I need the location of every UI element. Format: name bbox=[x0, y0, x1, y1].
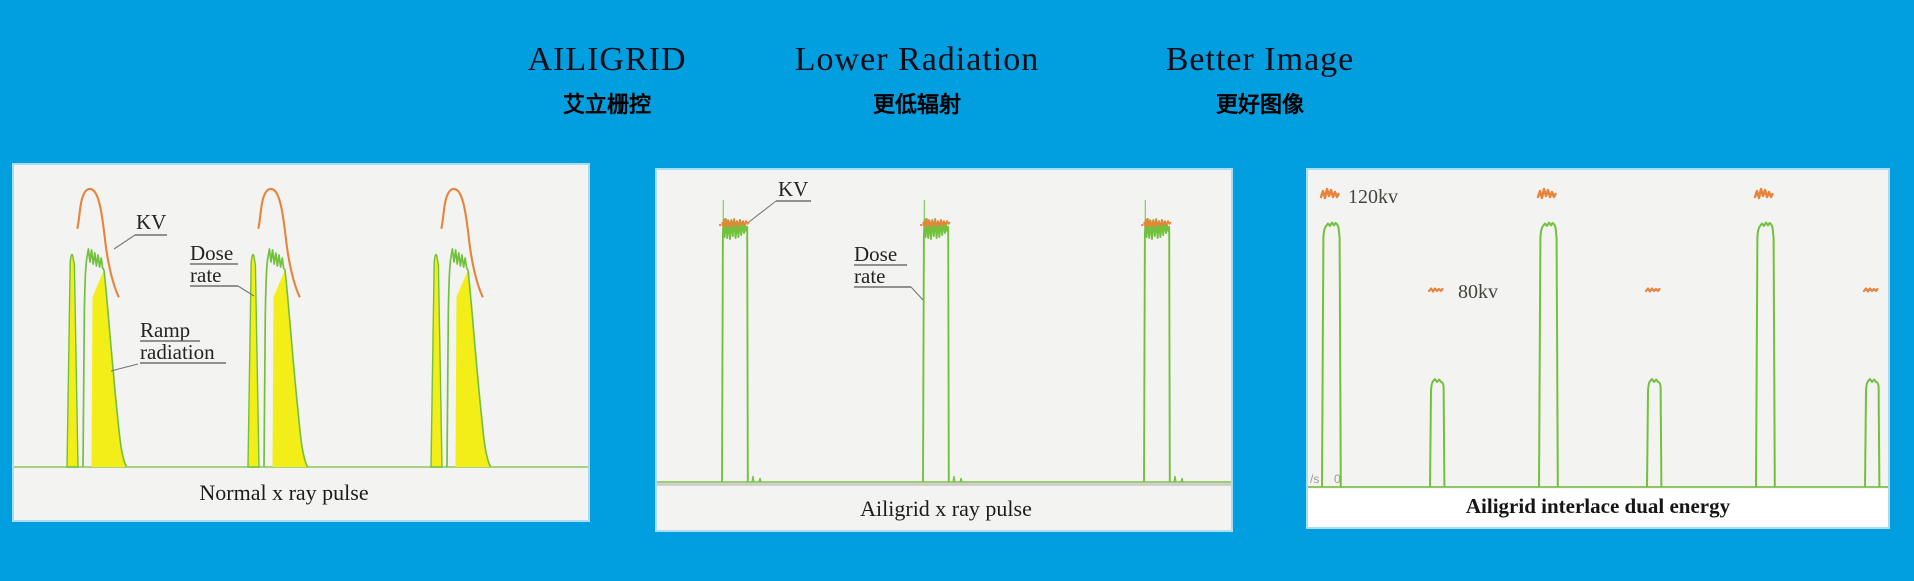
title-better-image: Better Image bbox=[1165, 41, 1355, 78]
normal-pulse-group bbox=[65, 187, 128, 469]
ailigrid-pulse bbox=[919, 199, 963, 483]
label-dose-middle-1: Dose bbox=[854, 242, 897, 266]
label-dose-middle-leader bbox=[910, 286, 924, 301]
label-dose-left-leader bbox=[237, 285, 255, 297]
ailigrid-pulse bbox=[1140, 199, 1184, 483]
label-dose-left-2: rate bbox=[190, 263, 221, 287]
caption-dual-energy: Ailigrid interlace dual energy bbox=[1465, 494, 1731, 518]
marker-80kv-icon bbox=[1862, 287, 1879, 293]
subtitle-ailigrid-cn: 艾立栅控 bbox=[562, 92, 652, 117]
normal-pulse-group bbox=[429, 187, 492, 469]
label-ramp-leader bbox=[110, 363, 139, 372]
label-kv-middle-leader bbox=[748, 200, 777, 223]
label-80kv: 80kv bbox=[1458, 281, 1498, 303]
label-dose-middle-2: rate bbox=[854, 264, 885, 288]
pulse-80kv bbox=[1429, 378, 1446, 488]
label-ramp-2: radiation bbox=[140, 340, 215, 364]
label-kv-middle: KV bbox=[778, 177, 808, 201]
pulse-120kv bbox=[1538, 221, 1559, 488]
title-lower-radiation: Lower Radiation bbox=[794, 41, 1040, 78]
pulse-120kv bbox=[1755, 221, 1776, 488]
marker-80kv-icon bbox=[1427, 287, 1444, 293]
marker-120kv-icon bbox=[1753, 187, 1774, 200]
label-kv-left: KV bbox=[136, 210, 166, 234]
pulses-dual-energy bbox=[1319, 187, 1881, 488]
pulses-ailigrid bbox=[718, 199, 1184, 483]
title-ailigrid: AILIGRID bbox=[527, 41, 687, 78]
label-kv-left-leader bbox=[113, 234, 136, 250]
chart-panel-dual-energy: 120kv 80kv /s 0 Ailigrid interlace dual … bbox=[1306, 168, 1890, 529]
ailigrid-pulse bbox=[718, 199, 762, 483]
ailigrid-pulse-chart: KV Dose rate Ailigrid x ray pulse bbox=[657, 177, 1231, 521]
pulse-groups-normal bbox=[65, 187, 492, 469]
chart-panel-normal-pulse: KV Dose rate Ramp radiation Normal x ray… bbox=[12, 163, 590, 522]
normal-pulse-group bbox=[246, 187, 309, 469]
header-block-ailigrid: AILIGRID 艾立栅控 bbox=[527, 40, 686, 118]
pulse-80kv bbox=[1646, 378, 1663, 488]
label-dose-left-1: Dose bbox=[190, 241, 233, 265]
dual-energy-chart: 120kv 80kv /s 0 bbox=[1308, 186, 1888, 527]
subtitle-lower-radiation-cn: 更低辐射 bbox=[872, 92, 961, 117]
subtitle-better-image-cn: 更好图像 bbox=[1215, 92, 1304, 117]
chart-panel-ailigrid-pulse: KV Dose rate Ailigrid x ray pulse bbox=[655, 168, 1233, 532]
normal-pulse-chart: KV Dose rate Ramp radiation Normal x ray… bbox=[14, 187, 588, 505]
header-block-better-image: Better Image 更好图像 bbox=[1166, 40, 1355, 118]
caption-normal-pulse: Normal x ray pulse bbox=[199, 480, 368, 505]
osc-zero-text: 0 bbox=[1334, 472, 1341, 486]
marker-120kv-icon bbox=[1536, 187, 1557, 200]
header-block-lower-radiation: Lower Radiation 更低辐射 bbox=[795, 40, 1039, 118]
label-120kv: 120kv bbox=[1348, 186, 1398, 208]
marker-80kv-icon bbox=[1644, 287, 1661, 293]
caption-strip bbox=[1308, 489, 1888, 527]
osc-units-text: /s bbox=[1310, 472, 1319, 486]
label-ramp-1: Ramp bbox=[140, 318, 190, 342]
pulse-80kv bbox=[1864, 378, 1881, 488]
pulse-120kv bbox=[1321, 221, 1342, 488]
caption-ailigrid-pulse: Ailigrid x ray pulse bbox=[860, 496, 1032, 521]
marker-120kv-icon bbox=[1319, 187, 1340, 200]
